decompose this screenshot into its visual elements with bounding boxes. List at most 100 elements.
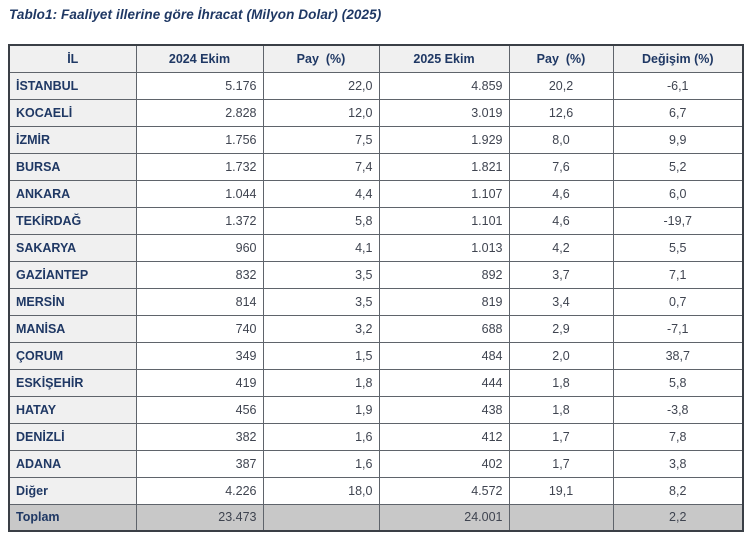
value-2025-cell: 412: [378, 422, 510, 451]
pay-2024-cell: 4,4: [262, 179, 380, 208]
value-2025-cell: 4.572: [378, 476, 510, 505]
il-cell: ESKİŞEHİR: [8, 368, 137, 397]
il-cell: MERSİN: [8, 287, 137, 316]
table-row: SAKARYA 960 4,1 1.013 4,2 5,5: [8, 233, 744, 262]
value-2025-cell: 1.107: [378, 179, 510, 208]
header-2025-ekim: 2025 Ekim: [378, 44, 510, 73]
value-2024-cell: 456: [135, 395, 264, 424]
table-row: TEKİRDAĞ 1.372 5,8 1.101 4,6 -19,7: [8, 206, 744, 235]
pay-2024-cell: 3,5: [262, 260, 380, 289]
table-row: DENİZLİ 382 1,6 412 1,7 7,8: [8, 422, 744, 451]
degisim-cell: 5,8: [612, 368, 744, 397]
degisim-cell: 5,2: [612, 152, 744, 181]
degisim-cell: 6,0: [612, 179, 744, 208]
pay-2024-cell: 18,0: [262, 476, 380, 505]
value-2025-cell: 484: [378, 341, 510, 370]
table-row: Toplam 23.473 24.001 2,2: [8, 503, 744, 532]
value-2024-cell: 1.756: [135, 125, 264, 154]
pay-2024-cell: 7,5: [262, 125, 380, 154]
il-cell: Toplam: [8, 503, 137, 532]
value-2024-cell: 5.176: [135, 71, 264, 100]
pay-2025-cell: 1,8: [508, 368, 614, 397]
header-2024-ekim: 2024 Ekim: [135, 44, 264, 73]
pay-2025-cell: 2,9: [508, 314, 614, 343]
export-by-province-table: İL 2024 Ekim Pay (%) 2025 Ekim Pay (%) D…: [8, 44, 744, 532]
pay-2025-cell: 4,2: [508, 233, 614, 262]
value-2024-cell: 4.226: [135, 476, 264, 505]
table-row: ADANA 387 1,6 402 1,7 3,8: [8, 449, 744, 478]
il-cell: İZMİR: [8, 125, 137, 154]
degisim-cell: 7,8: [612, 422, 744, 451]
table-row: BURSA 1.732 7,4 1.821 7,6 5,2: [8, 152, 744, 181]
value-2025-cell: 1.101: [378, 206, 510, 235]
value-2025-cell: 819: [378, 287, 510, 316]
pay-2025-cell: 1,7: [508, 449, 614, 478]
table-row: KOCAELİ 2.828 12,0 3.019 12,6 6,7: [8, 98, 744, 127]
degisim-cell: 5,5: [612, 233, 744, 262]
degisim-cell: -7,1: [612, 314, 744, 343]
degisim-cell: 0,7: [612, 287, 744, 316]
il-cell: BURSA: [8, 152, 137, 181]
pay-2025-cell: 4,6: [508, 206, 614, 235]
pay-2024-cell: 1,8: [262, 368, 380, 397]
value-2024-cell: 387: [135, 449, 264, 478]
pay-2024-cell: 22,0: [262, 71, 380, 100]
degisim-cell: -19,7: [612, 206, 744, 235]
il-cell: MANİSA: [8, 314, 137, 343]
pay-2025-cell: 4,6: [508, 179, 614, 208]
table-row: Diğer 4.226 18,0 4.572 19,1 8,2: [8, 476, 744, 505]
value-2024-cell: 814: [135, 287, 264, 316]
value-2025-cell: 3.019: [378, 98, 510, 127]
header-degisim: Değişim (%): [612, 44, 744, 73]
table-row: HATAY 456 1,9 438 1,8 -3,8: [8, 395, 744, 424]
value-2025-cell: 402: [378, 449, 510, 478]
value-2024-cell: 2.828: [135, 98, 264, 127]
pay-2024-cell: 5,8: [262, 206, 380, 235]
il-cell: GAZİANTEP: [8, 260, 137, 289]
table-row: ÇORUM 349 1,5 484 2,0 38,7: [8, 341, 744, 370]
il-cell: ANKARA: [8, 179, 137, 208]
value-2024-cell: 1.372: [135, 206, 264, 235]
table-row: ANKARA 1.044 4,4 1.107 4,6 6,0: [8, 179, 744, 208]
pay-2025-cell: 3,4: [508, 287, 614, 316]
il-cell: DENİZLİ: [8, 422, 137, 451]
pay-2025-cell: 2,0: [508, 341, 614, 370]
value-2025-cell: 444: [378, 368, 510, 397]
il-cell: SAKARYA: [8, 233, 137, 262]
pay-2025-cell: 12,6: [508, 98, 614, 127]
il-cell: TEKİRDAĞ: [8, 206, 137, 235]
degisim-cell: 9,9: [612, 125, 744, 154]
value-2024-cell: 349: [135, 341, 264, 370]
pay-2025-cell: 8,0: [508, 125, 614, 154]
value-2025-cell: 1.013: [378, 233, 510, 262]
value-2025-cell: 438: [378, 395, 510, 424]
il-cell: İSTANBUL: [8, 71, 137, 100]
table-row: İSTANBUL 5.176 22,0 4.859 20,2 -6,1: [8, 71, 744, 100]
degisim-cell: 2,2: [612, 503, 744, 532]
pay-2025-cell: 19,1: [508, 476, 614, 505]
value-2024-cell: 960: [135, 233, 264, 262]
degisim-cell: -3,8: [612, 395, 744, 424]
table-title: Tablo1: Faaliyet illerine göre İhracat (…: [9, 7, 382, 22]
pay-2024-cell: 3,2: [262, 314, 380, 343]
value-2024-cell: 832: [135, 260, 264, 289]
pay-2024-cell: 12,0: [262, 98, 380, 127]
value-2024-cell: 23.473: [135, 503, 264, 532]
degisim-cell: 6,7: [612, 98, 744, 127]
il-cell: KOCAELİ: [8, 98, 137, 127]
value-2025-cell: 4.859: [378, 71, 510, 100]
pay-2025-cell: 7,6: [508, 152, 614, 181]
value-2024-cell: 419: [135, 368, 264, 397]
value-2025-cell: 1.821: [378, 152, 510, 181]
value-2025-cell: 1.929: [378, 125, 510, 154]
degisim-cell: -6,1: [612, 71, 744, 100]
table-row: İZMİR 1.756 7,5 1.929 8,0 9,9: [8, 125, 744, 154]
pay-2025-cell: 3,7: [508, 260, 614, 289]
header-pay-2024: Pay (%): [262, 44, 380, 73]
value-2024-cell: 1.732: [135, 152, 264, 181]
header-pay-2025: Pay (%): [508, 44, 614, 73]
pay-2025-cell: 20,2: [508, 71, 614, 100]
degisim-cell: 3,8: [612, 449, 744, 478]
pay-2024-cell: [262, 503, 380, 532]
